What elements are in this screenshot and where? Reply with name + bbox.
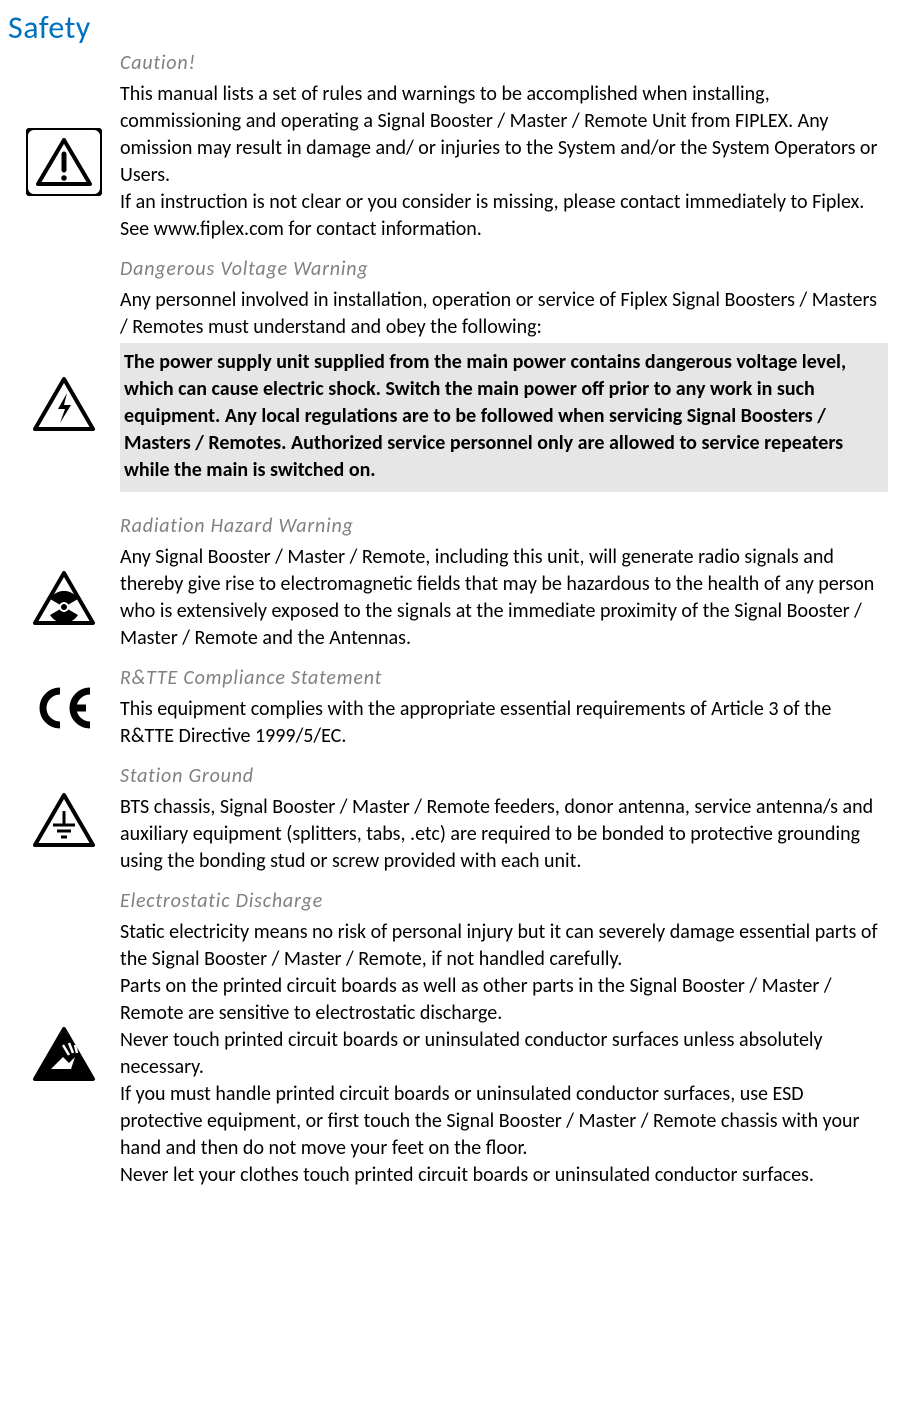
esd-p2: Parts on the printed circuit boards as w… — [120, 973, 888, 1027]
rtte-body: This equipment complies with the appropr… — [120, 696, 888, 750]
voltage-heading: Dangerous Voltage Warning — [120, 257, 888, 281]
voltage-intro: Any personnel involved in installation, … — [120, 287, 888, 341]
ground-body: BTS chassis, Signal Booster / Master / R… — [120, 794, 888, 875]
ground-triangle-icon — [31, 791, 97, 849]
ground-heading: Station Ground — [120, 764, 888, 788]
esd-section: Static electricity means no risk of pers… — [8, 919, 888, 1189]
caution-p1: This manual lists a set of rules and war… — [120, 81, 888, 189]
rtte-heading: R&TTE Compliance Statement — [120, 666, 888, 690]
esd-heading: Electrostatic Discharge — [120, 889, 888, 913]
caution-p3: See www.fiplex.com for contact informati… — [120, 216, 888, 243]
page-title: Safety — [8, 8, 888, 47]
voltage-section: The power supply unit supplied from the … — [8, 341, 888, 492]
voltage-highlight-text: The power supply unit supplied from the … — [124, 349, 884, 484]
rtte-section: R&TTE Compliance Statement This equipmen… — [8, 666, 888, 750]
esd-p1: Static electricity means no risk of pers… — [120, 919, 888, 973]
radiation-heading: Radiation Hazard Warning — [120, 514, 888, 538]
esd-p4: If you must handle printed circuit board… — [120, 1081, 888, 1162]
caution-section: This manual lists a set of rules and war… — [8, 81, 888, 243]
warning-triangle-icon — [26, 128, 102, 196]
voltage-triangle-icon — [31, 375, 97, 433]
caution-p2: If an instruction is not clear or you co… — [120, 189, 888, 216]
voltage-highlight-box: The power supply unit supplied from the … — [120, 343, 888, 492]
caution-heading: Caution! — [120, 51, 888, 75]
ce-mark-icon — [32, 685, 96, 731]
esd-p5: Never let your clothes touch printed cir… — [120, 1162, 888, 1189]
radiation-section: Any Signal Booster / Master / Remote, in… — [8, 544, 888, 652]
ground-section: Station Ground BTS chassis, Signal Boost… — [8, 764, 888, 875]
esd-triangle-icon — [31, 1025, 97, 1083]
radiation-triangle-icon — [31, 569, 97, 627]
esd-p3: Never touch printed circuit boards or un… — [120, 1027, 888, 1081]
radiation-body: Any Signal Booster / Master / Remote, in… — [120, 544, 888, 652]
